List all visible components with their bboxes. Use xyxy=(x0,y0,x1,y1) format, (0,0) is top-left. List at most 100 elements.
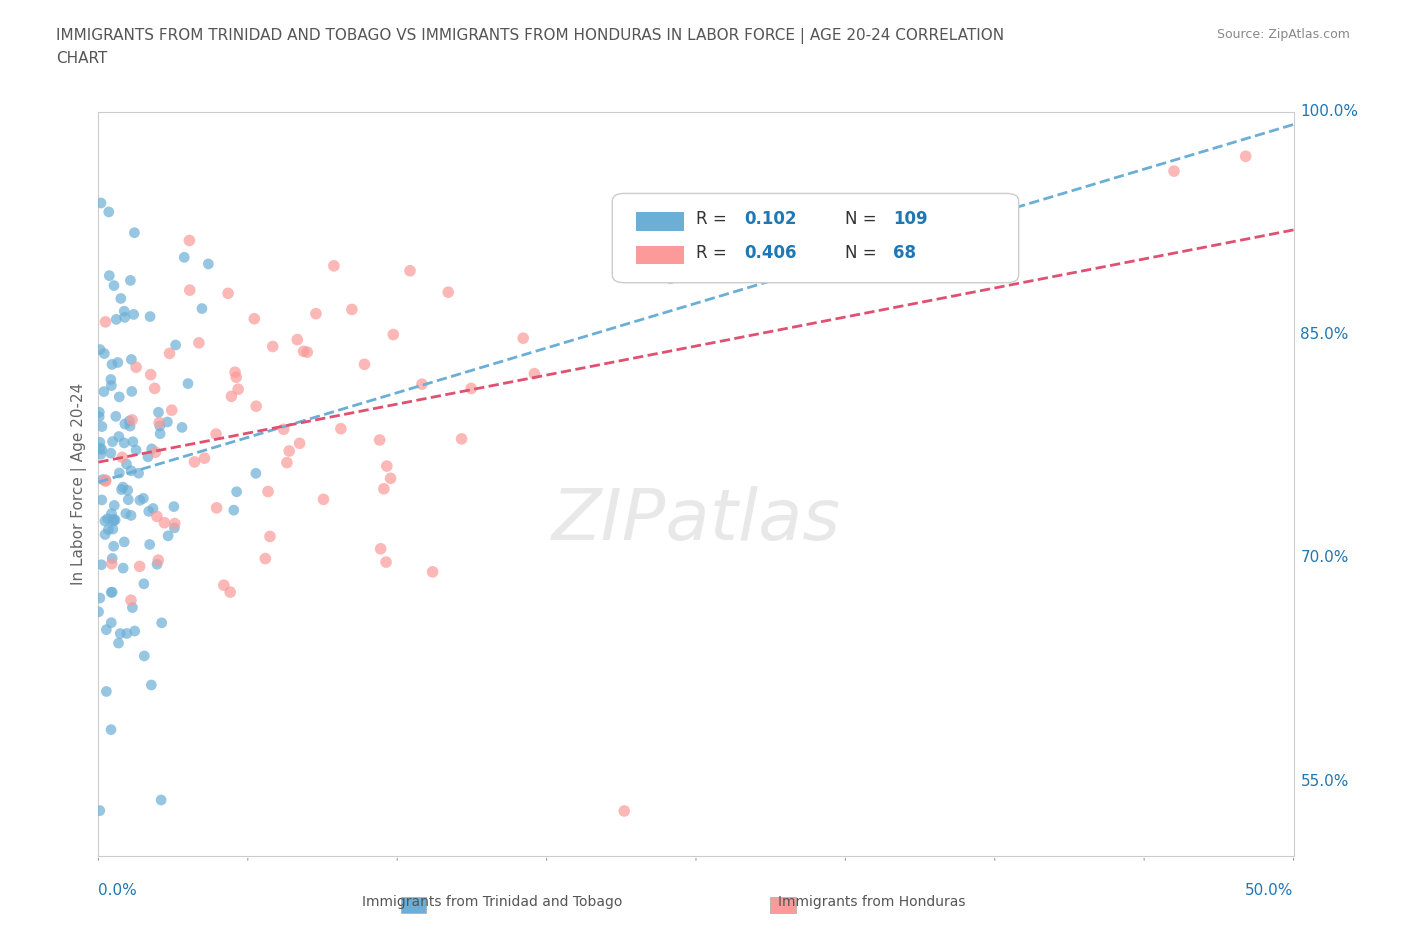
Point xyxy=(149,426,172,441)
Y-axis label: In Labor Force | Age 20-24: In Labor Force | Age 20-24 xyxy=(72,382,87,585)
Point xyxy=(111,480,134,495)
Point xyxy=(97,522,120,537)
Point xyxy=(100,506,122,521)
Point xyxy=(460,381,482,396)
Point xyxy=(114,417,136,432)
Point xyxy=(118,414,141,429)
Point xyxy=(101,585,124,600)
Point xyxy=(103,513,125,528)
Point xyxy=(368,432,391,447)
Point xyxy=(104,512,127,527)
Point xyxy=(193,451,215,466)
Text: 68: 68 xyxy=(893,244,917,262)
Point xyxy=(100,556,122,571)
Point xyxy=(94,473,117,488)
Point xyxy=(120,508,142,523)
Point xyxy=(108,390,131,405)
Text: Immigrants from Honduras: Immigrants from Honduras xyxy=(778,895,966,910)
Point xyxy=(141,442,163,457)
Point xyxy=(110,482,132,497)
Point xyxy=(225,485,247,499)
Point xyxy=(245,466,267,481)
Point xyxy=(153,515,176,530)
Point xyxy=(149,418,172,433)
Point xyxy=(375,554,398,569)
Point xyxy=(212,578,235,592)
Point xyxy=(112,304,135,319)
Point xyxy=(370,541,392,556)
Point xyxy=(103,278,125,293)
Point xyxy=(100,372,122,387)
Point xyxy=(96,684,118,699)
Text: 100.0%: 100.0% xyxy=(1301,104,1358,119)
Point xyxy=(276,455,298,470)
Point xyxy=(380,471,402,485)
Bar xyxy=(637,246,685,264)
Point xyxy=(243,312,266,326)
Point xyxy=(156,415,179,430)
Point xyxy=(115,506,138,521)
Point xyxy=(146,557,169,572)
Point xyxy=(93,384,115,399)
Point xyxy=(96,622,118,637)
Point xyxy=(143,381,166,396)
Text: 0.406: 0.406 xyxy=(744,244,796,262)
Point xyxy=(312,492,335,507)
Bar xyxy=(637,212,685,231)
Point xyxy=(89,441,111,456)
Point xyxy=(136,449,159,464)
Point xyxy=(659,271,682,286)
Point xyxy=(139,309,162,324)
Point xyxy=(110,626,132,641)
Point xyxy=(450,432,472,446)
Point xyxy=(120,463,142,478)
Point xyxy=(121,412,143,427)
Point xyxy=(1234,149,1257,164)
Point xyxy=(305,306,328,321)
Point xyxy=(104,409,127,424)
Point xyxy=(120,273,142,288)
Point xyxy=(112,561,135,576)
Point xyxy=(96,512,118,526)
Point xyxy=(117,483,139,498)
Point xyxy=(90,195,112,210)
Point xyxy=(91,419,114,434)
Point xyxy=(120,352,142,367)
Point xyxy=(437,285,460,299)
Point xyxy=(100,445,122,460)
Point xyxy=(89,435,111,450)
Point xyxy=(91,472,114,487)
Text: ZIPatlas: ZIPatlas xyxy=(551,486,841,555)
Point xyxy=(278,444,301,458)
Point xyxy=(512,331,534,346)
Point xyxy=(179,283,201,298)
Point xyxy=(128,493,150,508)
Point xyxy=(288,436,311,451)
Point xyxy=(125,443,148,458)
Point xyxy=(89,405,111,419)
Point xyxy=(145,445,167,459)
Point xyxy=(89,591,111,605)
Point xyxy=(101,434,124,449)
Point xyxy=(122,307,145,322)
Point xyxy=(124,225,146,240)
Point xyxy=(160,403,183,418)
Text: N =: N = xyxy=(845,210,882,229)
Text: N =: N = xyxy=(845,244,882,262)
Point xyxy=(219,585,242,600)
Point xyxy=(128,466,150,481)
Text: R =: R = xyxy=(696,210,733,229)
Point xyxy=(613,804,636,818)
Point xyxy=(101,522,124,537)
Point xyxy=(222,503,245,518)
Point xyxy=(262,339,284,354)
Point xyxy=(523,366,546,381)
Point xyxy=(170,420,193,435)
Text: 0.0%: 0.0% xyxy=(98,884,138,898)
Point xyxy=(93,346,115,361)
Point xyxy=(375,458,398,473)
Point xyxy=(105,312,128,326)
Point xyxy=(132,577,155,591)
Point xyxy=(297,345,319,360)
Text: IMMIGRANTS FROM TRINIDAD AND TOBAGO VS IMMIGRANTS FROM HONDURAS IN LABOR FORCE |: IMMIGRANTS FROM TRINIDAD AND TOBAGO VS I… xyxy=(56,28,1004,66)
